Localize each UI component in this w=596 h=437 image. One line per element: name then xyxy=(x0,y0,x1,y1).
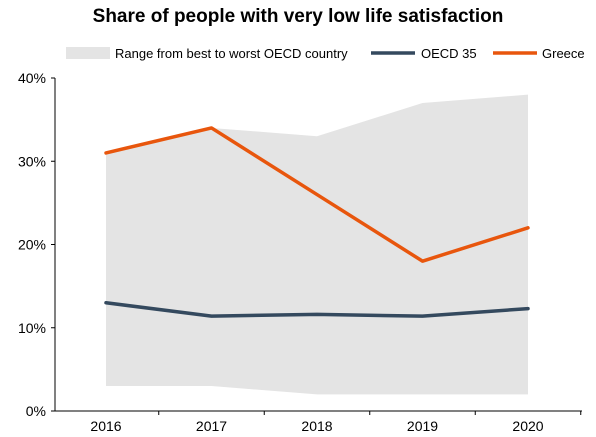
x-tick-label: 2016 xyxy=(90,418,121,434)
legend-label-oecd-35: OECD 35 xyxy=(421,46,477,61)
y-tick-label: 40% xyxy=(18,70,46,86)
x-tick-label: 2019 xyxy=(407,418,438,434)
range-band-layer xyxy=(106,94,528,395)
legend-label-range-band: Range from best to worst OECD country xyxy=(115,46,348,61)
y-tick-label: 30% xyxy=(18,153,46,169)
legend: Range from best to worst OECD country OEC… xyxy=(66,46,585,61)
legend-swatch-range-band xyxy=(66,47,110,59)
x-tick-label: 2017 xyxy=(196,418,227,434)
y-tick-label: 10% xyxy=(18,320,46,336)
series-lines xyxy=(104,126,530,318)
x-tick-label: 2018 xyxy=(301,418,332,434)
chart-title: Share of people with very low life satis… xyxy=(92,6,504,27)
x-tick-label: 2020 xyxy=(512,418,543,434)
range-band-area xyxy=(106,94,528,395)
y-tick-label: 20% xyxy=(18,237,46,253)
series-line-greece xyxy=(104,126,530,263)
legend-label-greece: Greece xyxy=(542,46,585,61)
y-tick-label: 0% xyxy=(26,403,46,419)
axes: 0% 10% 20% 30% 40% 2016 2017 2018 2019 2020 xyxy=(18,70,582,434)
series-line-oecd-35 xyxy=(104,301,530,318)
